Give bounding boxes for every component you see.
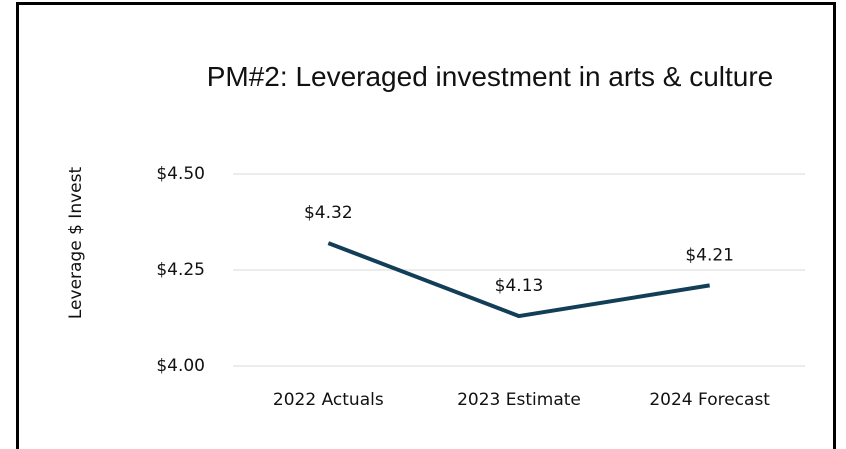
y-tick-label: $4.25: [156, 260, 205, 280]
y-tick-label: $4.00: [156, 356, 205, 376]
frame: [16, 2, 836, 449]
y-tick-label: $4.50: [156, 164, 205, 184]
data-label: $4.32: [304, 203, 353, 223]
x-tick-label: 2024 Forecast: [649, 390, 770, 410]
data-label: $4.21: [685, 245, 734, 265]
data-label: $4.13: [495, 276, 544, 296]
chart-title: PM#2: Leveraged investment in arts & cul…: [206, 61, 774, 92]
y-axis-label: Leverage $ Invest: [66, 167, 86, 320]
x-tick-label: 2022 Actuals: [273, 390, 384, 410]
x-tick-label: 2023 Estimate: [457, 390, 581, 410]
line: [327, 241, 710, 319]
